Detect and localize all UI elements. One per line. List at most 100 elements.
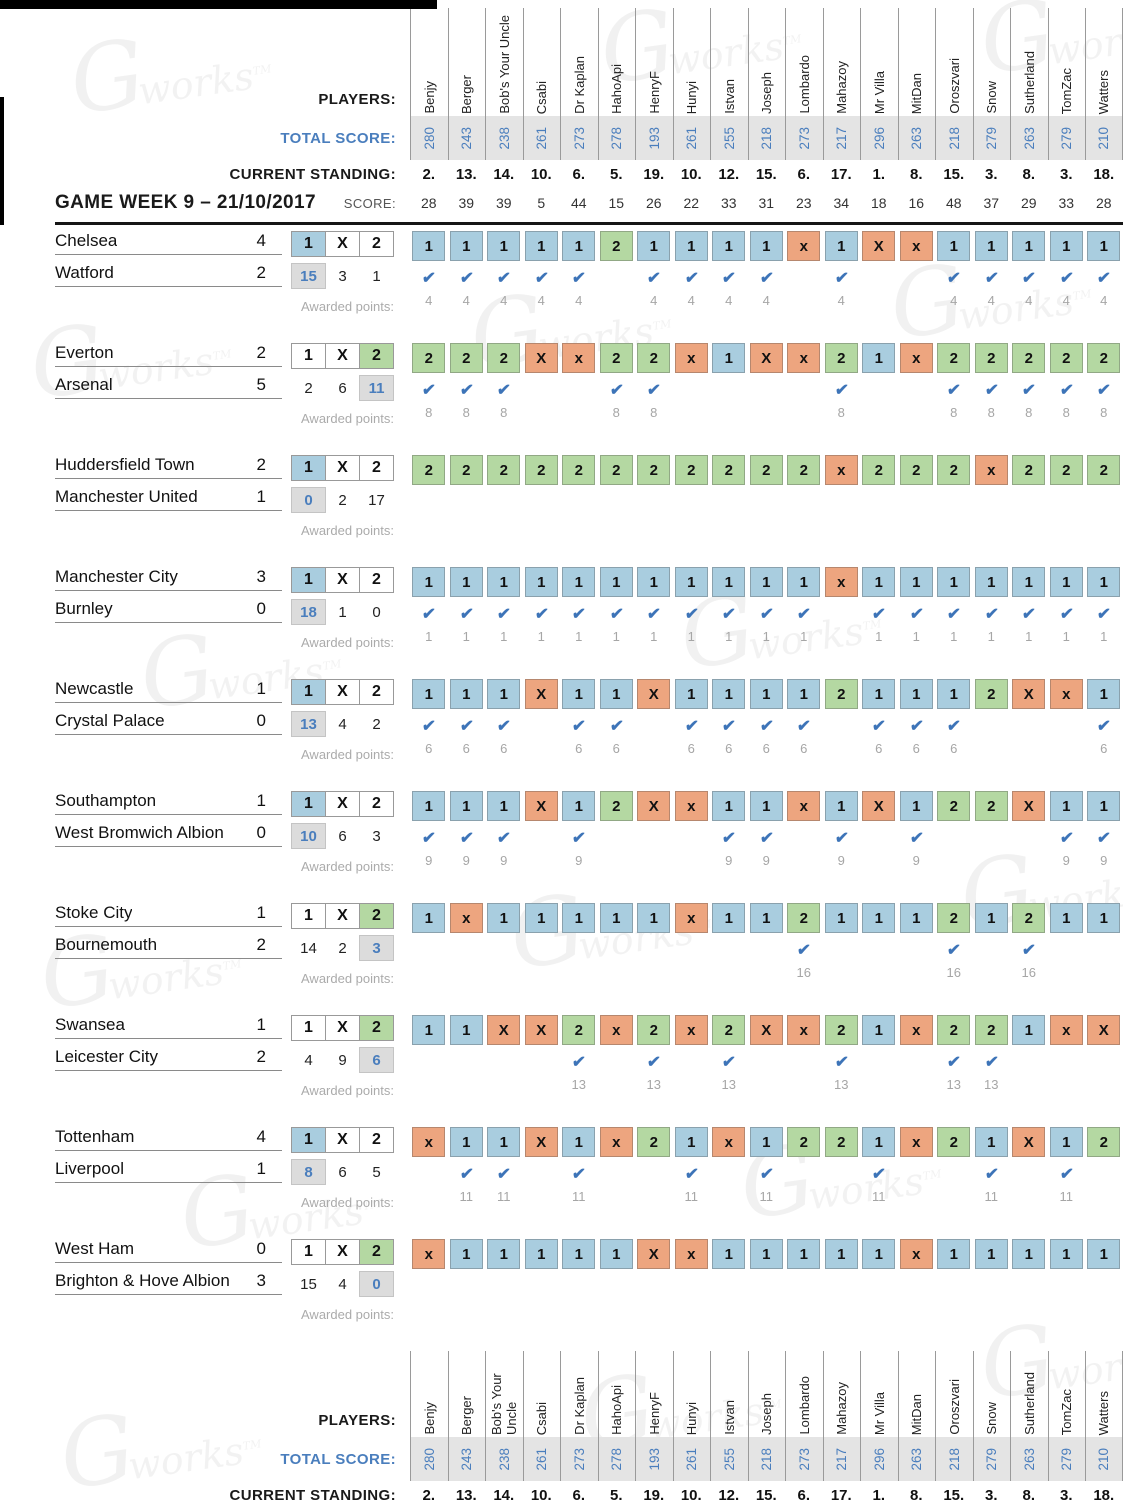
check-col: ✔	[823, 375, 861, 405]
check-col	[785, 487, 823, 517]
prediction-cell: x	[899, 1127, 933, 1157]
prediction-cell: 1	[862, 1015, 896, 1045]
prediction-col: 1	[448, 791, 486, 821]
awarded-points-value: 1	[650, 629, 658, 644]
player-total-score: 243	[459, 126, 475, 150]
check-col	[973, 711, 1011, 741]
awarded-points-cell: Awarded points:	[0, 741, 410, 767]
check-col	[973, 487, 1011, 517]
prediction-col: 1	[1085, 903, 1123, 933]
player-total-score: 218	[759, 1447, 775, 1471]
prediction-col: 1	[523, 567, 561, 597]
outcome-count-cell: 4	[304, 1051, 313, 1069]
prediction-col: 1	[860, 679, 898, 709]
prediction-cell: 1	[712, 567, 746, 597]
prediction-cell: 1	[1049, 567, 1083, 597]
awarded-points-value: 8	[425, 405, 433, 420]
player-name-col: Dr Kaplan	[560, 1351, 598, 1437]
check-icon: ✔	[983, 270, 999, 287]
prediction-col: 2	[973, 1015, 1011, 1045]
player-total-cell: 263	[1010, 116, 1048, 160]
prediction-col: 1	[973, 567, 1011, 597]
outcome-count-cell: 18	[291, 599, 326, 625]
away-team-line: Liverpool 1	[55, 1159, 282, 1183]
awarded-points-value: 6	[1100, 741, 1108, 756]
current-standing-label-cell: CURRENT STANDING:	[0, 160, 410, 188]
prediction-col: 2	[823, 679, 861, 709]
check-icon: ✔	[1058, 1166, 1074, 1183]
awarded-points-value: 4	[837, 293, 845, 308]
match-row-teams-home: Stoke City 1 1 X 2 1 x 1 1 1 1 1 x 1 1 2 1 1 1 2 1 2 1 1	[0, 903, 1123, 935]
prediction-cell: X	[487, 1015, 521, 1045]
check-icon: ✔	[1058, 606, 1074, 623]
standing-row: CURRENT STANDING: 2. 13. 14. 10. 6. 5. 19. 10. 12…	[0, 1481, 1123, 1509]
points-col: 1	[635, 629, 673, 644]
check-col	[523, 1271, 561, 1301]
check-col	[673, 1271, 711, 1301]
awarded-points-value: 4	[1100, 293, 1108, 308]
player-total-score: 255	[721, 126, 737, 150]
player-total-cell: 279	[972, 116, 1010, 160]
player-total-score: 280	[421, 1447, 437, 1471]
top-header: PLAYERS: Benjy Berger Bob's Your Uncle Csabi…	[0, 8, 1123, 218]
check-col: ✔	[1085, 263, 1123, 293]
check-col: ✔	[1048, 263, 1086, 293]
home-team-name: Newcastle	[55, 679, 134, 698]
prediction-col: x	[785, 343, 823, 373]
player-standing: 15.	[943, 1486, 965, 1504]
prediction-col: 1	[748, 1239, 786, 1269]
outcome-count-cell: 6	[359, 1047, 394, 1073]
awarded-points-value: 6	[800, 741, 808, 756]
player-week-score: 22	[683, 195, 700, 211]
check-col	[860, 935, 898, 965]
outcome-header-cell: X	[325, 903, 360, 929]
player-name-col: Lombardo	[785, 1351, 823, 1437]
player-name: Snow	[984, 81, 1000, 114]
check-col: ✔	[1010, 935, 1048, 965]
prediction-col: x	[410, 1239, 448, 1269]
check-col: ✔	[448, 823, 486, 853]
player-total-cell: 296	[860, 1437, 898, 1481]
player-total-score: 278	[609, 1447, 625, 1471]
prediction-col: 1	[898, 903, 936, 933]
check-col: ✔	[748, 823, 786, 853]
match-row-teams-away: Brighton & Hove Albion 3 15 4 0	[0, 1271, 1123, 1301]
prediction-col: 1	[410, 791, 448, 821]
check-col	[1085, 1271, 1123, 1301]
outcome-count-cell: 10	[291, 823, 326, 849]
prediction-cell: 1	[862, 343, 896, 373]
prediction-col: X	[523, 1015, 561, 1045]
awarded-points-cell: Awarded points:	[0, 517, 410, 543]
awarded-points-value: 1	[912, 629, 920, 644]
check-col: ✔	[823, 1047, 861, 1077]
prediction-col: 1	[598, 1239, 636, 1269]
points-col: 13	[560, 1077, 598, 1092]
points-col: 6	[448, 741, 486, 756]
points-col: 11	[748, 1189, 786, 1204]
prediction-col: x	[1048, 1015, 1086, 1045]
outcome-count-cell: 2	[304, 379, 313, 397]
check-col	[485, 487, 523, 517]
prediction-col: 1	[935, 1239, 973, 1269]
prediction-cell: 2	[749, 455, 783, 485]
prediction-col: X	[1010, 1127, 1048, 1157]
check-icon: ✔	[796, 942, 812, 959]
prediction-col: 2	[560, 1015, 598, 1045]
prediction-col: 1	[710, 567, 748, 597]
check-col	[598, 263, 636, 293]
prediction-cell: 1	[562, 679, 596, 709]
prediction-cell: 1	[862, 567, 896, 597]
match-left-away: Manchester United 1 0 2 17	[0, 487, 410, 513]
home-team-line: Huddersfield Town 2	[55, 455, 282, 479]
prediction-cell: 1	[449, 567, 483, 597]
player-total-cell: 279	[972, 1437, 1010, 1481]
player-standing: 3.	[1059, 165, 1073, 183]
points-col: 6	[560, 741, 598, 756]
player-name: Sutherland	[1021, 51, 1037, 114]
outcome-count-cell: 4	[338, 1275, 347, 1293]
awarded-points-value: 9	[725, 853, 733, 868]
prediction-col: 2	[785, 455, 823, 485]
prediction-col: 1	[635, 231, 673, 261]
home-team-name: Stoke City	[55, 903, 133, 922]
